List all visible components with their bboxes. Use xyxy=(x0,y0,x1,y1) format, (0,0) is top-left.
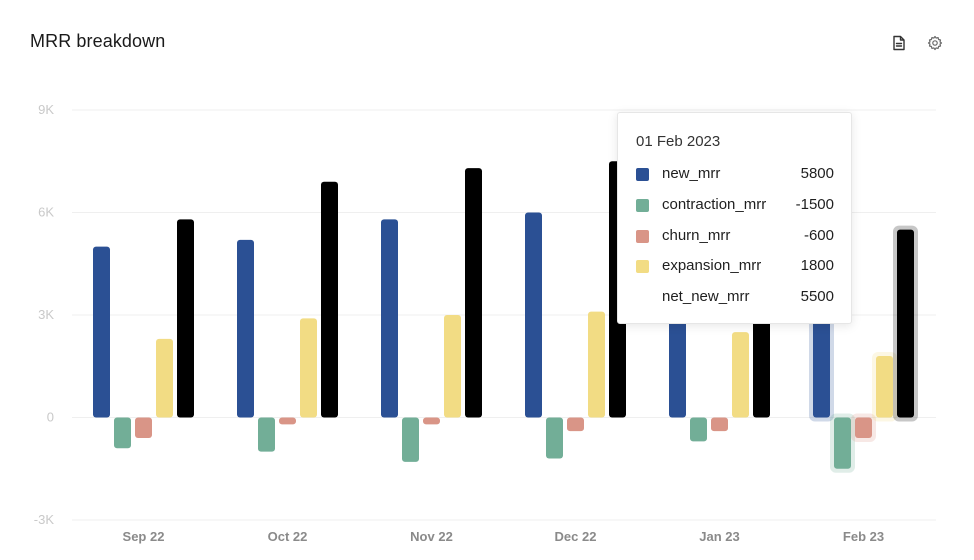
bar-new_mrr xyxy=(93,246,110,418)
bar-churn_mrr xyxy=(567,417,584,432)
tooltip-row-churn-mrr: churn_mrr -600 xyxy=(636,227,834,247)
legend-swatch xyxy=(636,199,649,212)
chart-title: MRR breakdown xyxy=(30,31,166,51)
gear-icon[interactable] xyxy=(926,34,944,52)
bar-contraction_mrr xyxy=(402,417,419,462)
legend-swatch xyxy=(636,260,649,273)
bar-churn_mrr xyxy=(279,417,296,425)
bar-contraction_mrr xyxy=(114,417,131,449)
bar-expansion_mrr xyxy=(300,318,317,418)
bar-contraction_mrr xyxy=(834,417,851,469)
x-tick-label: Nov 22 xyxy=(410,529,453,544)
y-tick-label: 9K xyxy=(38,102,54,117)
tooltip-label: contraction_mrr xyxy=(662,196,767,213)
tooltip-label: expansion_mrr xyxy=(662,257,762,274)
bar-net_new_mrr xyxy=(177,219,194,418)
tooltip-row-expansion-mrr: expansion_mrr 1800 xyxy=(636,257,834,277)
bar-churn_mrr xyxy=(855,417,872,438)
tooltip-value: 5800 xyxy=(800,165,834,182)
bar-expansion_mrr xyxy=(876,356,893,418)
bar-churn_mrr xyxy=(711,417,728,432)
tooltip-value: 1800 xyxy=(800,257,834,274)
tooltip-label: net_new_mrr xyxy=(662,288,750,305)
bar-expansion_mrr xyxy=(732,332,749,418)
legend-swatch xyxy=(636,230,649,243)
tooltip-value: -1500 xyxy=(795,196,834,213)
bar-expansion_mrr xyxy=(444,315,461,418)
bar-expansion_mrr xyxy=(588,311,605,418)
bar-net_new_mrr xyxy=(321,181,338,418)
y-tick-label: -3K xyxy=(34,512,55,527)
bar-expansion_mrr xyxy=(156,338,173,418)
x-tick-label: Dec 22 xyxy=(555,529,597,544)
x-tick-label: Feb 23 xyxy=(843,529,884,544)
tooltip-row-net-new-mrr: net_new_mrr 5500 xyxy=(636,288,834,308)
legend-swatch xyxy=(636,168,649,181)
bar-net_new_mrr xyxy=(465,168,482,418)
tooltip-date: 01 Feb 2023 xyxy=(636,133,721,150)
y-tick-label: 3K xyxy=(38,307,54,322)
bar-new_mrr xyxy=(525,212,542,418)
bar-contraction_mrr xyxy=(690,417,707,442)
document-icon[interactable] xyxy=(890,34,908,52)
tooltip: 01 Feb 2023 new_mrr 5800 contraction_mrr… xyxy=(617,112,852,324)
tooltip-label: churn_mrr xyxy=(662,227,731,244)
tooltip-row-contraction-mrr: contraction_mrr -1500 xyxy=(636,196,834,216)
bar-churn_mrr xyxy=(423,417,440,425)
y-tick-label: 6K xyxy=(38,205,54,220)
bar-net_new_mrr xyxy=(897,229,914,418)
y-tick-label: 0 xyxy=(47,410,54,425)
x-tick-label: Oct 22 xyxy=(268,529,308,544)
x-tick-label: Sep 22 xyxy=(123,529,165,544)
tooltip-row-new-mrr: new_mrr 5800 xyxy=(636,165,834,185)
tooltip-value: 5500 xyxy=(800,288,834,305)
bar-churn_mrr xyxy=(135,417,152,438)
bar-contraction_mrr xyxy=(546,417,563,459)
bar-new_mrr xyxy=(237,239,254,418)
tooltip-label: new_mrr xyxy=(662,165,721,182)
bar-new_mrr xyxy=(381,219,398,418)
tooltip-value: -600 xyxy=(803,227,834,244)
bar-contraction_mrr xyxy=(258,417,275,452)
x-tick-label: Jan 23 xyxy=(699,529,739,544)
